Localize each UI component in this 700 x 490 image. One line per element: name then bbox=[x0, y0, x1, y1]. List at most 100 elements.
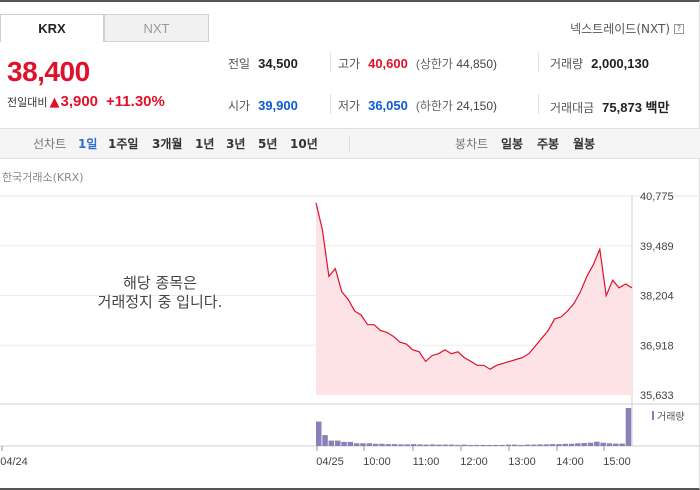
period-1w[interactable]: 1주일 bbox=[108, 137, 139, 151]
period-3y[interactable]: 3년 bbox=[226, 137, 246, 151]
nxt-trade-label: 넥스트레이드(NXT) bbox=[570, 22, 670, 36]
volume-bar bbox=[366, 443, 373, 446]
stat-prev-close: 전일 34,500 bbox=[228, 55, 298, 72]
candle-monthly[interactable]: 월봉 bbox=[573, 137, 596, 151]
tab-krx[interactable]: KRX bbox=[0, 14, 104, 42]
volume-bar bbox=[594, 441, 600, 446]
volume-bar bbox=[568, 443, 575, 446]
volume-bar bbox=[493, 444, 499, 446]
x-tick-label: 11:00 bbox=[413, 456, 440, 468]
volume-bar bbox=[467, 444, 474, 446]
line-chart-label: 선차트 bbox=[33, 137, 67, 151]
candle-weekly[interactable]: 주봉 bbox=[537, 137, 560, 151]
volume-bar bbox=[322, 435, 328, 446]
divider bbox=[330, 94, 331, 114]
x-tick-label: 04/24 bbox=[0, 456, 28, 468]
period-5y[interactable]: 5년 bbox=[258, 137, 278, 151]
volume-legend-swatch bbox=[652, 411, 654, 420]
volume-bar bbox=[398, 444, 404, 446]
volume-bar bbox=[455, 444, 461, 446]
volume-bar bbox=[505, 444, 512, 446]
divider bbox=[538, 94, 539, 114]
volume-bar bbox=[423, 444, 429, 446]
lower-limit: (하한가 24,150) bbox=[416, 97, 497, 114]
volume-bar bbox=[556, 444, 562, 446]
stat-value: 34,500 bbox=[258, 56, 298, 71]
volume-bar bbox=[410, 444, 417, 446]
volume-bar bbox=[619, 443, 625, 446]
period-3m[interactable]: 3개월 bbox=[152, 137, 183, 151]
volume-bar bbox=[353, 443, 360, 446]
volume-bar bbox=[480, 444, 486, 446]
volume-bar bbox=[448, 444, 455, 446]
stat-value: 75,873 백만 bbox=[602, 100, 670, 115]
period-1y[interactable]: 1년 bbox=[195, 137, 215, 151]
current-price: 38,400 bbox=[7, 56, 90, 87]
change-value: 3,900 bbox=[60, 93, 99, 110]
stat-high: 고가 40,600 (상한가 44,850) bbox=[338, 55, 497, 72]
volume-bar bbox=[474, 444, 480, 446]
candle-chart-label: 봉차트 bbox=[455, 137, 489, 151]
stat-label: 거래대금 bbox=[550, 101, 595, 115]
x-tick-label: 15:00 bbox=[603, 456, 631, 468]
trading-halt-message: 해당 종목은 거래정지 중 입니다. bbox=[50, 274, 270, 312]
candle-daily[interactable]: 일봉 bbox=[501, 137, 524, 151]
price-change: 전일대비 ▲ 3,900 +11.30% bbox=[7, 93, 165, 110]
y-tick-label: 36,918 bbox=[640, 340, 674, 352]
divider bbox=[349, 135, 350, 153]
x-tick-label: 10:00 bbox=[363, 456, 391, 468]
lower-limit-value: 24,150) bbox=[456, 99, 498, 113]
stat-label: 시가 bbox=[228, 99, 251, 113]
volume-bar bbox=[442, 444, 448, 446]
volume-bar bbox=[530, 444, 537, 446]
price-line bbox=[315, 202, 633, 370]
upper-limit: (상한가 44,850) bbox=[416, 55, 497, 72]
volume-bar bbox=[587, 442, 594, 446]
volume-bar bbox=[606, 443, 613, 446]
period-1d[interactable]: 1일 bbox=[78, 137, 98, 151]
y-tick-label: 40,775 bbox=[640, 191, 674, 203]
price-area bbox=[316, 202, 632, 395]
halt-line-2: 거래정지 중 입니다. bbox=[97, 293, 223, 311]
chart-period-bar: 선차트 1일 1주일 3개월 1년 3년 5년 10년 봉차트 일봉 주봉 월봉 bbox=[0, 128, 700, 159]
period-10y[interactable]: 10년 bbox=[290, 137, 318, 151]
volume-bar bbox=[429, 444, 436, 446]
change-percent: +11.30% bbox=[106, 93, 165, 110]
volume-bar bbox=[379, 443, 385, 446]
help-icon[interactable]: ? bbox=[674, 23, 684, 34]
volume-bar bbox=[341, 441, 347, 446]
volume-bar bbox=[543, 444, 549, 446]
volume-bar bbox=[436, 444, 442, 446]
volume-bar bbox=[537, 444, 543, 446]
volume-bar bbox=[581, 443, 587, 446]
y-tick-label: 38,204 bbox=[640, 291, 674, 303]
stat-amount: 거래대금 75,873 백만 bbox=[550, 97, 669, 116]
up-arrow-icon: ▲ bbox=[49, 95, 60, 110]
volume-bar bbox=[613, 443, 619, 446]
volume-bar bbox=[499, 444, 505, 446]
x-tick-label: 14:00 bbox=[556, 456, 584, 468]
volume-bar bbox=[461, 444, 467, 446]
volume-bar bbox=[316, 421, 322, 446]
y-tick-label: 35,633 bbox=[640, 390, 674, 402]
volume-bar bbox=[562, 443, 568, 446]
volume-bar bbox=[360, 443, 366, 446]
lower-limit-label: (하한가 bbox=[415, 99, 453, 113]
divider bbox=[330, 52, 331, 72]
upper-limit-label: (상한가 bbox=[415, 57, 453, 71]
tab-nxt[interactable]: NXT bbox=[104, 14, 209, 42]
stat-label: 전일 bbox=[228, 57, 251, 71]
stat-value: 2,000,130 bbox=[591, 56, 649, 71]
volume-bar bbox=[391, 444, 398, 446]
nxt-trade-link[interactable]: 넥스트레이드(NXT) ? bbox=[570, 20, 684, 37]
volume-bar bbox=[404, 444, 410, 446]
stat-label: 거래량 bbox=[550, 57, 584, 71]
halt-line-1: 해당 종목은 bbox=[123, 274, 197, 292]
volume-bar bbox=[518, 444, 524, 446]
volume-bar bbox=[549, 444, 556, 446]
volume-bar bbox=[524, 444, 531, 446]
volume-legend-label: 거래량 bbox=[657, 411, 685, 423]
volume-bar bbox=[600, 442, 606, 446]
volume-bar bbox=[486, 444, 493, 446]
